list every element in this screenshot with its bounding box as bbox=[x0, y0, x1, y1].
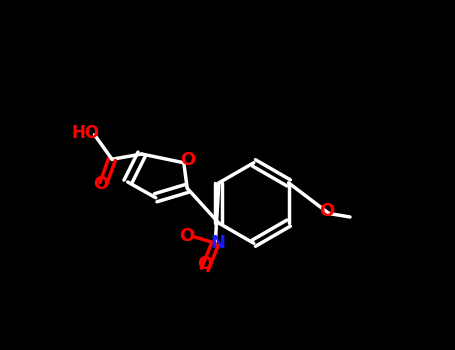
Text: O: O bbox=[180, 227, 195, 245]
Text: O: O bbox=[197, 255, 212, 273]
Text: N: N bbox=[211, 234, 226, 252]
Text: O: O bbox=[319, 202, 335, 220]
Text: HO: HO bbox=[72, 124, 100, 142]
Text: O: O bbox=[180, 151, 196, 169]
Text: O: O bbox=[93, 175, 108, 193]
